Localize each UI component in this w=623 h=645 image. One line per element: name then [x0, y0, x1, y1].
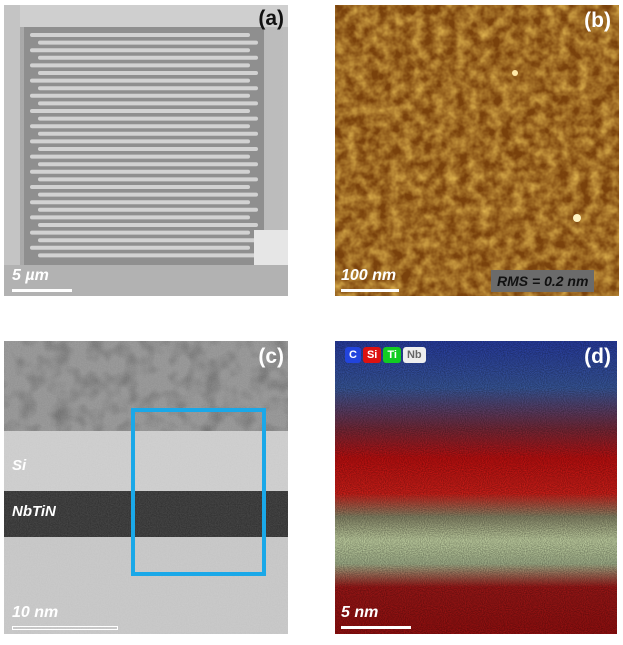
scale-text-a: 5 µm: [12, 267, 49, 284]
scalebar-c: [12, 626, 118, 630]
rms-badge: RMS = 0.2 nm: [491, 270, 595, 292]
meander-line: [38, 192, 258, 197]
meander-line: [38, 55, 258, 60]
panel-c-tem-image: Si NbTiN (c) 10 nm: [4, 341, 288, 634]
layer-label-nbtin: NbTiN: [12, 503, 56, 520]
meander-line: [30, 33, 250, 37]
meander-line: [38, 116, 258, 121]
panel-label-a: (a): [258, 7, 284, 30]
meander-line: [38, 71, 258, 75]
tem-layers: [4, 341, 288, 634]
meander-line: [38, 223, 258, 227]
region-of-interest-box: [131, 408, 266, 576]
meander-line: [38, 162, 258, 167]
panel-d-edx-map: C Si Ti Nb (d) 5 nm: [335, 341, 617, 634]
layer-label-si: Si: [12, 457, 27, 474]
element-legend: C Si Ti Nb: [345, 347, 426, 363]
meander-line: [30, 215, 250, 220]
meander-line: [30, 78, 250, 83]
meander-line: [38, 238, 258, 243]
afm-texture: [335, 5, 619, 296]
scalebar-a: [12, 289, 72, 292]
meander-line: [30, 230, 250, 235]
meander-line: [30, 124, 250, 129]
meander-line: [30, 93, 250, 98]
panel-label-c: (c): [258, 345, 284, 368]
meander-line: [30, 185, 250, 189]
meander-line: [38, 40, 258, 45]
meander-line: [30, 139, 250, 144]
panel-a-sem-image: (a) 5 µm: [4, 5, 288, 296]
meander-line: [30, 154, 250, 159]
edx-map: [335, 341, 617, 634]
scalebar-d: [341, 626, 411, 629]
meander-line: [30, 48, 250, 53]
meander-line: [30, 109, 250, 113]
panel-b-afm-image: (b) 100 nm RMS = 0.2 nm: [335, 5, 619, 296]
meander-line: [38, 147, 258, 151]
meander-line: [38, 207, 258, 212]
legend-chip-nb: Nb: [402, 347, 426, 363]
legend-chip-si: Si: [362, 347, 382, 363]
meander-line: [38, 253, 258, 258]
meander-line: [38, 131, 258, 136]
meander-line: [30, 169, 250, 174]
meander-line: [38, 86, 258, 91]
scale-text-d: 5 nm: [341, 604, 379, 621]
meander-line: [38, 101, 258, 106]
panel-label-d: (d): [584, 345, 611, 368]
panel-label-b: (b): [584, 9, 611, 32]
scale-text-c: 10 nm: [12, 604, 59, 621]
scalebar-b: [341, 289, 399, 292]
meander-drawing: [4, 5, 288, 296]
meander-line: [30, 63, 250, 68]
legend-chip-ti: Ti: [383, 347, 401, 363]
meander-line: [30, 200, 250, 205]
meander-line: [38, 177, 258, 182]
legend-chip-c: C: [345, 347, 361, 363]
scale-text-b: 100 nm: [341, 267, 397, 284]
meander-line: [30, 245, 250, 250]
